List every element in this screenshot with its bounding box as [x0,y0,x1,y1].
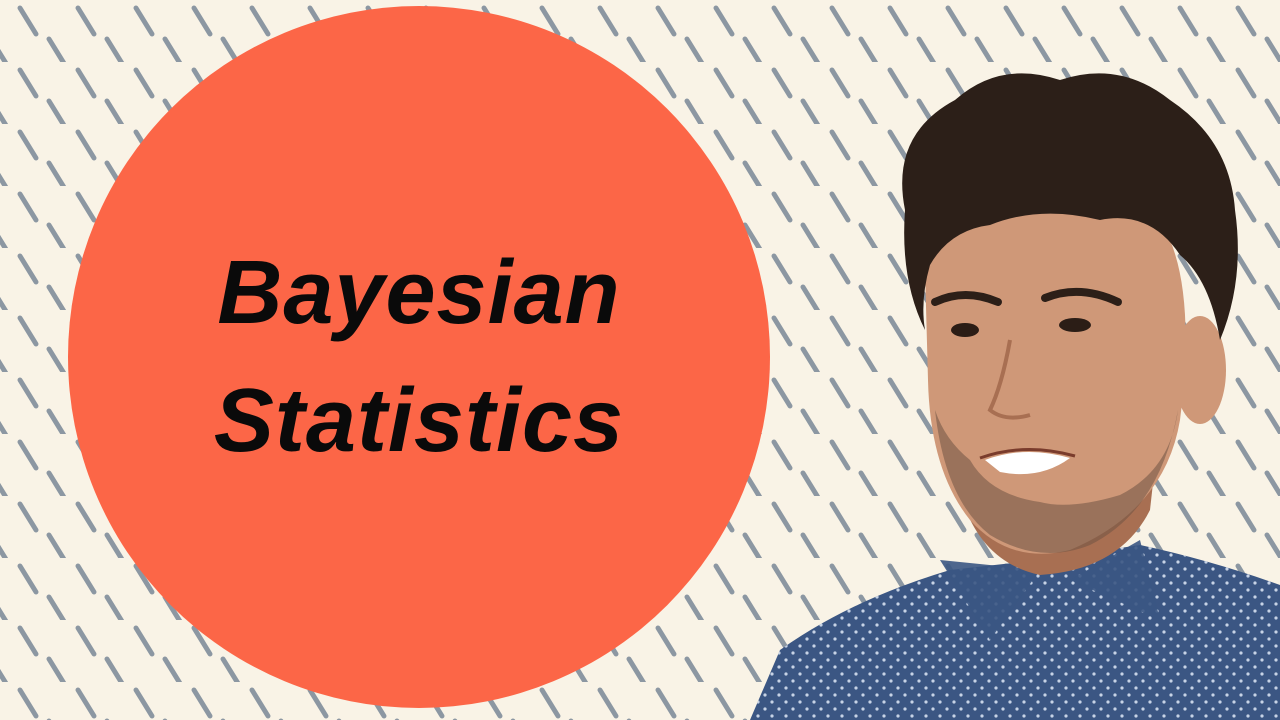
title-line-1: Bayesian [217,243,621,343]
orange-circle [68,6,770,708]
thumbnail-title: Bayesian Statistics [68,6,770,708]
person-portrait [750,73,1280,720]
title-line-2: Statistics [213,371,625,471]
